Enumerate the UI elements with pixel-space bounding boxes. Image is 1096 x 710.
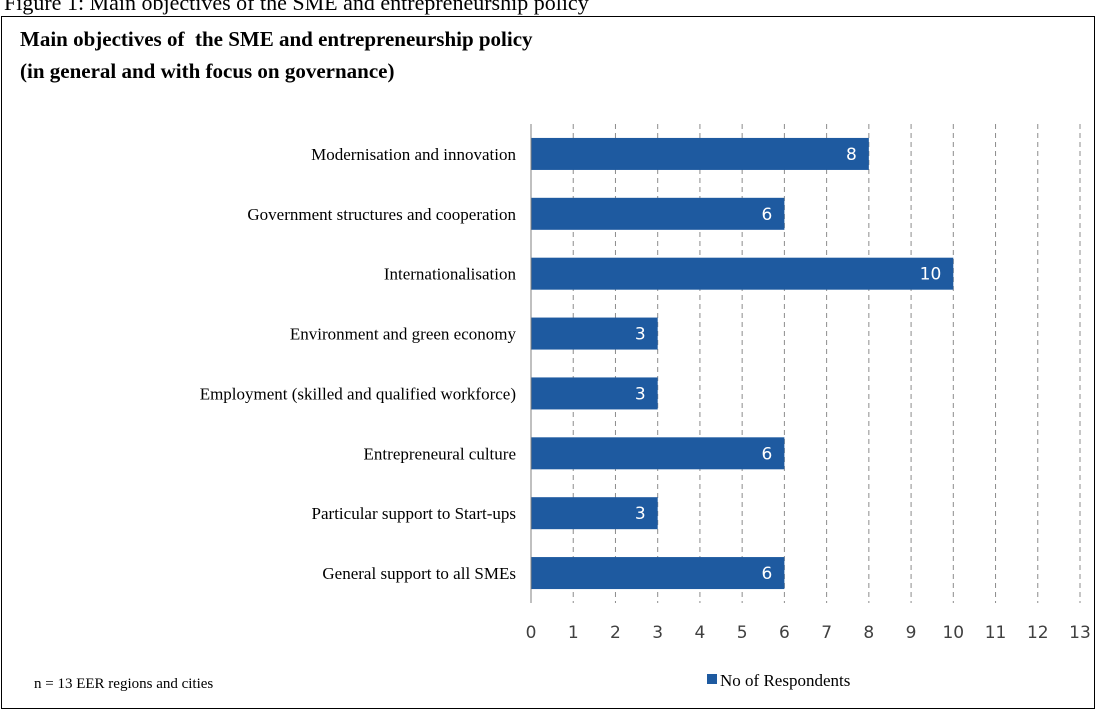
x-tick-label: 0	[526, 623, 537, 643]
category-label: General support to all SMEs	[322, 564, 516, 583]
chart-subtitle: (in general and with focus on governance…	[20, 59, 395, 83]
x-tick-label: 1	[568, 623, 579, 643]
x-tick-label: 2	[610, 623, 621, 643]
category-label: Government structures and cooperation	[247, 205, 516, 224]
bar-value-label: 3	[635, 384, 646, 404]
bar	[531, 437, 785, 470]
x-tick-label: 9	[906, 623, 917, 643]
bar-value-label: 8	[846, 145, 857, 165]
x-tick-label: 13	[1069, 623, 1091, 643]
category-label: Internationalisation	[384, 265, 517, 284]
header-fragment: Figure 1: Main objectives of the SME and…	[4, 0, 589, 15]
category-label: Environment and green economy	[290, 325, 517, 344]
bar-value-label: 6	[762, 205, 773, 225]
legend-swatch	[707, 674, 717, 684]
footnote: n = 13 EER regions and cities	[34, 676, 213, 692]
bar	[531, 137, 869, 170]
bars-group: 8 6 10 3 3 6 3 6	[531, 137, 954, 590]
category-label: Modernisation and innovation	[311, 145, 516, 164]
x-tick-label: 10	[942, 623, 964, 643]
x-tick-label: 4	[695, 623, 706, 643]
chart-frame	[1, 16, 1095, 709]
category-label: Employment (skilled and qualified workfo…	[200, 384, 516, 403]
category-labels: Modernisation and innovation Government s…	[200, 145, 517, 583]
bar-value-label: 3	[635, 325, 646, 345]
x-tick-label: 11	[985, 623, 1007, 643]
legend-label: No of Respondents	[720, 671, 850, 690]
x-tick-label: 7	[821, 623, 832, 643]
bar-value-label: 6	[762, 564, 773, 584]
x-tick-labels: 0 1 2 3 4 5 6 7 8 9 10 11 12 13	[526, 623, 1091, 643]
bar	[531, 317, 658, 350]
bar	[531, 257, 954, 290]
category-label: Entrepreneural culture	[364, 444, 516, 463]
bar	[531, 377, 658, 410]
bar	[531, 497, 658, 530]
bar-value-label: 10	[920, 265, 942, 285]
x-tick-label: 12	[1027, 623, 1049, 643]
bar-value-label: 6	[762, 444, 773, 464]
bar	[531, 557, 785, 590]
x-tick-label: 5	[737, 623, 748, 643]
bar-value-label: 3	[635, 504, 646, 524]
x-tick-label: 3	[652, 623, 663, 643]
bar	[531, 197, 785, 230]
x-tick-label: 6	[779, 623, 790, 643]
category-label: Particular support to Start-ups	[312, 504, 516, 523]
chart-title: Main objectives of the SME and entrepren…	[20, 27, 533, 51]
x-tick-label: 8	[863, 623, 874, 643]
